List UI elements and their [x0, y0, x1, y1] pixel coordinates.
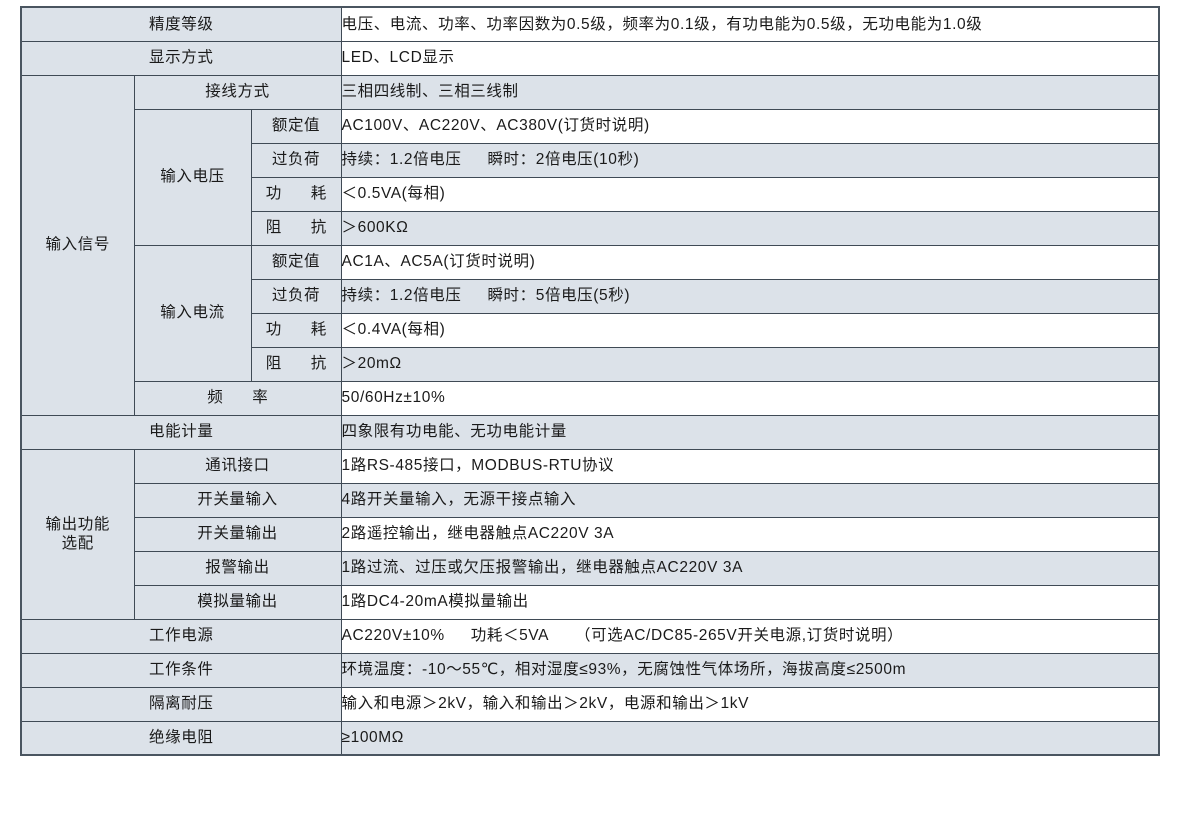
table-row: 开关量输入 4路开关量输入，无源干接点输入 [21, 482, 1160, 518]
row-label-working-conditions: 工作条件 [20, 652, 342, 688]
row-label-current-impedance: 阻 抗 [250, 346, 342, 382]
group-label-input-current: 输入电流 [133, 244, 252, 382]
row-value-current-impedance: ＞20mΩ [340, 346, 1160, 382]
row-label-analog-output: 模拟量输出 [133, 584, 342, 620]
power-supply-option: （可选AC/DC85-265V开关电源,订货时说明） [575, 627, 904, 645]
table-row: 功 耗 ＜0.4VA(每相) [21, 312, 1160, 348]
row-value-power-supply: AC220V±10% 功耗＜5VA （可选AC/DC85-265V开关电源,订货时说… [340, 618, 1160, 654]
power-supply-consumption: 功耗＜5VA [470, 627, 550, 645]
row-label-accuracy-class: 精度等级 [20, 6, 342, 42]
table-row: 模拟量输出 1路DC4-20mA模拟量输出 [21, 584, 1160, 620]
current-overload-instant: 瞬时：5倍电压(5秒) [487, 287, 631, 305]
voltage-overload-instant: 瞬时：2倍电压(10秒) [487, 151, 640, 169]
row-value-analog-output: 1路DC4-20mA模拟量输出 [340, 584, 1160, 620]
table-row: 开关量输出 2路遥控输出，继电器触点AC220V 3A [21, 516, 1160, 552]
row-value-display-mode: LED、LCD显示 [340, 40, 1160, 76]
table-row: 工作电源 AC220V±10% 功耗＜5VA （可选AC/DC85-265V开关电源… [20, 618, 1160, 654]
table-row: 精度等级 电压、电流、功率、功率因数为0.5级，频率为0.1级，有功电能为0.5… [20, 6, 1160, 42]
table-row: 显示方式 LED、LCD显示 [20, 40, 1160, 76]
row-label-voltage-overload: 过负荷 [250, 142, 342, 178]
row-label-current-consumption: 功 耗 [250, 312, 342, 348]
row-label-isolation-voltage: 隔离耐压 [20, 686, 342, 722]
row-label-wiring-mode: 接线方式 [133, 74, 342, 110]
row-label-voltage-consumption: 功 耗 [250, 176, 342, 212]
row-label-display-mode: 显示方式 [20, 40, 342, 76]
row-label-energy-metering: 电能计量 [20, 414, 342, 450]
table-row: 频 率 50/60Hz±10% [21, 380, 1160, 416]
row-value-comm-interface: 1路RS-485接口，MODBUS-RTU协议 [340, 448, 1160, 484]
row-value-voltage-overload: 持续：1.2倍电压 瞬时：2倍电压(10秒) [340, 142, 1160, 178]
row-value-working-conditions: 环境温度：-10～55℃，相对湿度≤93%，无腐蚀性气体场所，海拔高度≤2500… [340, 652, 1160, 688]
table-row: 隔离耐压 输入和电源＞2kV，输入和输出＞2kV，电源和输出＞1kV [20, 686, 1160, 722]
row-label-digital-output: 开关量输出 [133, 516, 342, 552]
table-row: 输入电流 额定值 AC1A、AC5A(订货时说明) [21, 244, 1160, 382]
row-value-digital-output: 2路遥控输出，继电器触点AC220V 3A [340, 516, 1160, 552]
row-label-power-supply: 工作电源 [20, 618, 342, 654]
output-function-line2: 选配 [61, 535, 94, 552]
group-label-input-signal: 输入信号 [20, 74, 135, 416]
row-label-digital-input: 开关量输入 [133, 482, 342, 518]
row-value-voltage-impedance: ＞600KΩ [340, 210, 1160, 246]
group-label-output-function: 输出功能 选配 [20, 448, 135, 620]
row-label-alarm-output: 报警输出 [133, 550, 342, 586]
row-label-comm-interface: 通讯接口 [133, 448, 342, 484]
row-label-voltage-rated: 额定值 [250, 108, 342, 144]
voltage-overload-continuous: 持续：1.2倍电压 [341, 151, 462, 169]
row-label-frequency: 频 率 [133, 380, 342, 416]
table-row: 阻 抗 ＞20mΩ [21, 346, 1160, 382]
table-row: 功 耗 ＜0.5VA(每相) [21, 176, 1160, 212]
row-value-voltage-consumption: ＜0.5VA(每相) [340, 176, 1160, 212]
row-label-current-overload: 过负荷 [250, 278, 342, 314]
row-value-wiring-mode: 三相四线制、三相三线制 [340, 74, 1160, 110]
row-value-accuracy-class: 电压、电流、功率、功率因数为0.5级，频率为0.1级，有功电能为0.5级，无功电… [340, 6, 1160, 42]
row-label-voltage-impedance: 阻 抗 [250, 210, 342, 246]
row-value-voltage-rated: AC100V、AC220V、AC380V(订货时说明) [340, 108, 1160, 144]
table-row: 输出功能 选配 通讯接口 1路RS-485接口，MODBUS-RTU协议 [20, 448, 1160, 620]
row-label-insulation-resistance: 绝缘电阻 [20, 720, 342, 756]
current-overload-continuous: 持续：1.2倍电压 [341, 287, 462, 305]
specification-table: 精度等级 电压、电流、功率、功率因数为0.5级，频率为0.1级，有功电能为0.5… [20, 6, 1160, 756]
table-row: 输入信号 接线方式 三相四线制、三相三线制 [20, 74, 1160, 416]
output-function-line1: 输出功能 [45, 515, 110, 533]
table-row: 绝缘电阻 ≥100MΩ [20, 720, 1160, 756]
row-value-frequency: 50/60Hz±10% [340, 380, 1160, 416]
group-label-input-voltage: 输入电压 [133, 108, 252, 246]
row-value-digital-input: 4路开关量输入，无源干接点输入 [340, 482, 1160, 518]
table-row: 过负荷 持续：1.2倍电压 瞬时：5倍电压(5秒) [21, 278, 1160, 314]
row-label-current-rated: 额定值 [250, 244, 342, 280]
row-value-alarm-output: 1路过流、过压或欠压报警输出，继电器触点AC220V 3A [340, 550, 1160, 586]
table-row: 工作条件 环境温度：-10～55℃，相对湿度≤93%，无腐蚀性气体场所，海拔高度… [20, 652, 1160, 688]
row-value-insulation-resistance: ≥100MΩ [340, 720, 1160, 756]
row-value-current-consumption: ＜0.4VA(每相) [340, 312, 1160, 348]
specification-table-container: 精度等级 电压、电流、功率、功率因数为0.5级，频率为0.1级，有功电能为0.5… [20, 6, 1160, 756]
table-row: 电能计量 四象限有功电能、无功电能计量 [20, 414, 1160, 450]
row-value-energy-metering: 四象限有功电能、无功电能计量 [340, 414, 1160, 450]
table-row: 输入电压 额定值 AC100V、AC220V、AC380V(订货时说明) [21, 108, 1160, 246]
row-value-current-rated: AC1A、AC5A(订货时说明) [340, 244, 1160, 280]
row-value-isolation-voltage: 输入和电源＞2kV，输入和输出＞2kV，电源和输出＞1kV [340, 686, 1160, 722]
power-supply-voltage: AC220V±10% [341, 627, 445, 645]
row-value-current-overload: 持续：1.2倍电压 瞬时：5倍电压(5秒) [340, 278, 1160, 314]
table-row: 报警输出 1路过流、过压或欠压报警输出，继电器触点AC220V 3A [21, 550, 1160, 586]
